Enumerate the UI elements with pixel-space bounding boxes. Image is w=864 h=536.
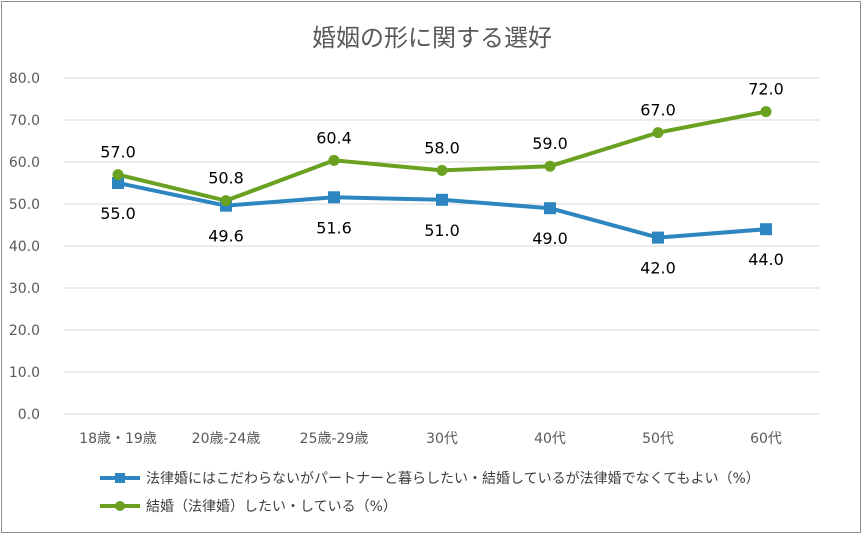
series-2-data-label: 72.0 bbox=[748, 80, 784, 99]
series-1-marker bbox=[544, 202, 556, 215]
y-tick-label: 10.0 bbox=[9, 365, 40, 381]
series-1-data-label: 42.0 bbox=[640, 259, 676, 278]
legend-label-1: 法律婚にはこだわらないがパートナーと暮らしたい・結婚しているが法律婚でなくてもよ… bbox=[146, 471, 760, 487]
series-1-data-label: 55.0 bbox=[100, 204, 136, 223]
x-tick-label: 60代 bbox=[750, 431, 782, 447]
series-1-marker bbox=[652, 231, 664, 244]
series-2-marker bbox=[220, 195, 232, 207]
series-1-data-label: 49.6 bbox=[208, 227, 244, 246]
series-2-marker bbox=[436, 164, 448, 176]
series-1-data-label: 49.0 bbox=[532, 229, 568, 248]
y-tick-label: 80.0 bbox=[9, 71, 40, 87]
series-2-data-label: 50.8 bbox=[208, 169, 244, 188]
series-1-data-label: 51.6 bbox=[316, 218, 352, 237]
legend-marker-circle bbox=[115, 501, 125, 511]
x-tick-label: 25歳-29歳 bbox=[300, 431, 369, 447]
series-1-marker bbox=[436, 193, 448, 206]
series-2-marker bbox=[328, 154, 340, 166]
series-2-data-label: 57.0 bbox=[100, 143, 136, 162]
y-tick-label: 30.0 bbox=[9, 281, 40, 297]
series-2-data-label: 67.0 bbox=[640, 101, 676, 120]
y-tick-label: 20.0 bbox=[9, 323, 40, 339]
series-2-data-label: 60.4 bbox=[316, 128, 352, 147]
series-2-marker bbox=[652, 127, 664, 139]
x-tick-label: 40代 bbox=[534, 431, 566, 447]
legend-label-2: 結婚（法律婚）したい・している（%） bbox=[146, 499, 397, 515]
chart-title: 婚姻の形に関する選好 bbox=[312, 24, 552, 52]
y-tick-label: 40.0 bbox=[9, 239, 40, 255]
y-tick-label: 50.0 bbox=[9, 197, 40, 213]
series-2-data-label: 58.0 bbox=[424, 138, 460, 157]
series-1-marker bbox=[760, 223, 772, 236]
series-1-marker bbox=[112, 177, 124, 189]
series-2-marker bbox=[760, 106, 772, 118]
legend-marker-square bbox=[115, 473, 125, 483]
x-tick-label: 30代 bbox=[426, 431, 458, 447]
y-tick-label: 70.0 bbox=[9, 113, 40, 129]
y-tick-label: 60.0 bbox=[9, 155, 40, 171]
series-1-data-label: 44.0 bbox=[748, 250, 784, 269]
series-2-marker bbox=[112, 169, 124, 181]
x-tick-label: 18歳・19歳 bbox=[79, 431, 157, 447]
series-2-data-label: 59.0 bbox=[532, 134, 568, 153]
x-tick-label: 20歳-24歳 bbox=[192, 431, 261, 447]
series-1-data-label: 51.0 bbox=[424, 221, 460, 240]
x-tick-label: 50代 bbox=[642, 431, 674, 447]
series-1-marker bbox=[328, 191, 340, 204]
series-2-marker bbox=[544, 160, 556, 172]
y-tick-label: 0.0 bbox=[18, 407, 40, 423]
